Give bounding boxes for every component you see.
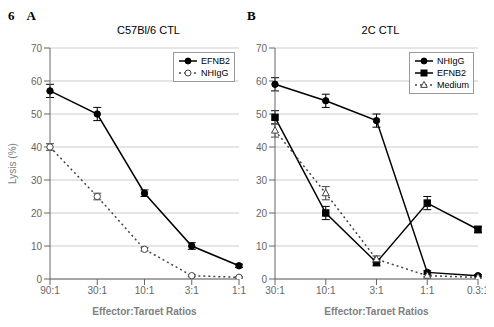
svg-text:3:1: 3:1: [185, 285, 199, 296]
svg-text:Effector:Target Ratios: Effector:Target Ratios: [92, 306, 197, 315]
html-text:B: B: [247, 8, 256, 23]
svg-text:1:1: 1:1: [420, 285, 434, 296]
svg-text:40: 40: [31, 142, 43, 153]
svg-text:10:1: 10:1: [316, 285, 336, 296]
svg-text:30: 30: [256, 175, 268, 186]
svg-text:10:1: 10:1: [135, 285, 155, 296]
svg-text:0: 0: [36, 274, 42, 285]
svg-text:50: 50: [31, 109, 43, 120]
html-text:Medium: Medium: [437, 80, 469, 90]
svg-text:70: 70: [256, 43, 268, 54]
svg-text:0: 0: [261, 274, 267, 285]
html-text:C57Bl/6 CTL: C57Bl/6 CTL: [117, 24, 180, 36]
svg-text:30:1: 30:1: [265, 285, 285, 296]
svg-text:40: 40: [256, 142, 268, 153]
html-text:2C CTL: 2C CTL: [361, 24, 400, 36]
html-text:6: 6: [8, 8, 15, 23]
svg-text:20: 20: [31, 208, 43, 219]
svg-text:10: 10: [256, 241, 268, 252]
html-text:EFNB2: EFNB2: [437, 68, 466, 78]
svg-text:3:1: 3:1: [370, 285, 384, 296]
svg-text:10: 10: [31, 241, 43, 252]
svg-text:Lysis (%): Lysis (%): [8, 143, 18, 184]
svg-text:20: 20: [256, 208, 268, 219]
html-text:A: A: [26, 8, 36, 23]
svg-text:1:1: 1:1: [232, 285, 246, 296]
svg-text:90:1: 90:1: [40, 285, 60, 296]
svg-text:Effector:Target Ratios: Effector:Target Ratios: [324, 306, 429, 315]
svg-text:60: 60: [256, 76, 268, 87]
html-text:NHIgG: NHIgG: [437, 56, 465, 66]
svg-text:0.3:1: 0.3:1: [467, 285, 486, 296]
html-text:EFNB2: EFNB2: [201, 56, 230, 66]
html-text:NHIgG: NHIgG: [201, 68, 229, 78]
svg-text:70: 70: [31, 43, 43, 54]
svg-text:30:1: 30:1: [88, 285, 108, 296]
svg-text:50: 50: [256, 109, 268, 120]
svg-text:30: 30: [31, 175, 43, 186]
svg-text:60: 60: [31, 76, 43, 87]
